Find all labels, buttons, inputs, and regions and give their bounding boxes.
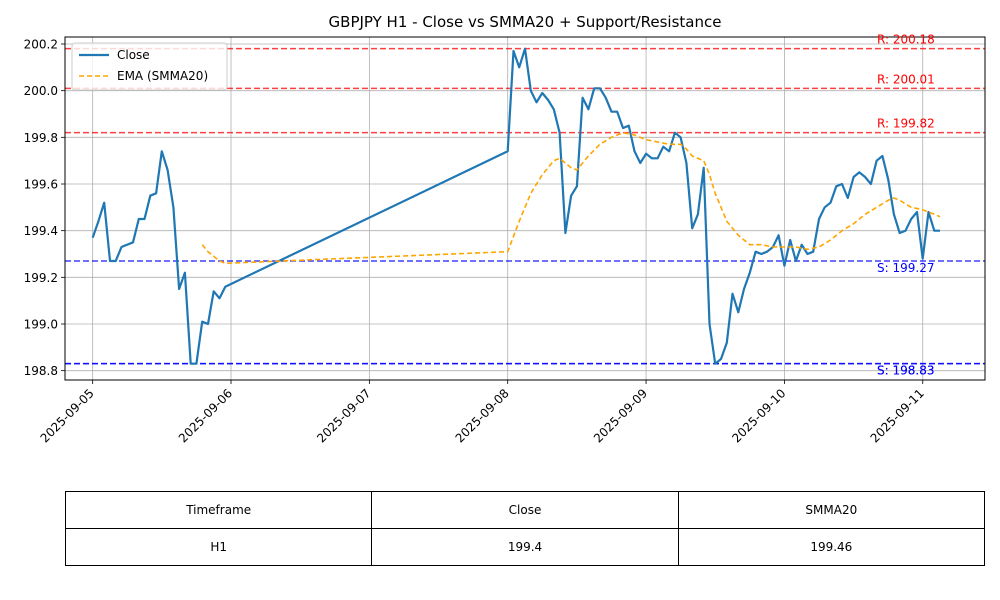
table-row: H1 199.4 199.46 — [64, 528, 986, 566]
x-tick-label: 2025-09-10 — [729, 386, 788, 445]
series-lines — [91, 47, 941, 365]
legend-close-label: Close — [117, 48, 150, 62]
table-cell: 199.46 — [677, 528, 986, 566]
x-tick-label: 2025-09-08 — [453, 386, 512, 445]
table-cell: H1 — [64, 528, 373, 566]
x-tick-label: 2025-09-11 — [868, 386, 927, 445]
resistance-level-label: R: 200.18 — [877, 33, 935, 47]
support-level-label: S: 198.83 — [877, 364, 934, 378]
y-tick-label: 199.0 — [24, 318, 58, 332]
x-tick-label: 2025-09-07 — [314, 386, 373, 445]
y-tick-label: 199.6 — [24, 178, 58, 192]
table-header-row: Timeframe Close SMMA20 — [64, 491, 986, 529]
smma-series-line — [201, 131, 941, 265]
resistance-level-label: R: 199.82 — [877, 117, 935, 131]
table-header-cell: SMMA20 — [677, 491, 986, 529]
chart-title: GBPJPY H1 - Close vs SMMA20 + Support/Re… — [329, 13, 722, 31]
legend-box — [71, 42, 228, 91]
y-tick-label: 198.8 — [24, 364, 58, 378]
level-labels: R: 200.18 R: 200.01 R: 199.82 S: 199.27 S: 1… — [877, 33, 935, 378]
grid — [65, 37, 985, 380]
x-tick-label: 2025-09-05 — [38, 386, 97, 445]
x-tick-label: 2025-09-09 — [591, 386, 650, 445]
resistance-level-label: R: 200.01 — [877, 72, 935, 86]
y-tick-label: 199.8 — [24, 131, 58, 145]
y-tick-label: 200.0 — [24, 84, 58, 98]
y-tick-label: 199.4 — [24, 224, 58, 238]
table-header-cell: Close — [371, 491, 679, 529]
x-tick-label: 2025-09-06 — [176, 386, 235, 445]
plot-frame — [64, 36, 986, 381]
y-tick-label: 199.2 — [24, 271, 58, 285]
price-chart: 198.8 199.0 199.2 199.4 199.6 199.8 200.0 200.2… — [24, 13, 986, 445]
legend-smma-label: EMA (SMMA20) — [117, 69, 208, 83]
table-header-cell: Timeframe — [64, 491, 373, 529]
support-level-label: S: 198.83 — [877, 364, 934, 378]
summary-table: Timeframe Close SMMA20 H1 199.4 199.46 — [64, 491, 986, 566]
legend: Close EMA (SMMA20) — [71, 42, 228, 91]
close-series-line — [91, 47, 940, 365]
table-cell: 199.4 — [371, 528, 679, 566]
support-level-label: S: 199.27 — [877, 261, 934, 275]
y-tick-label: 200.2 — [24, 38, 58, 52]
